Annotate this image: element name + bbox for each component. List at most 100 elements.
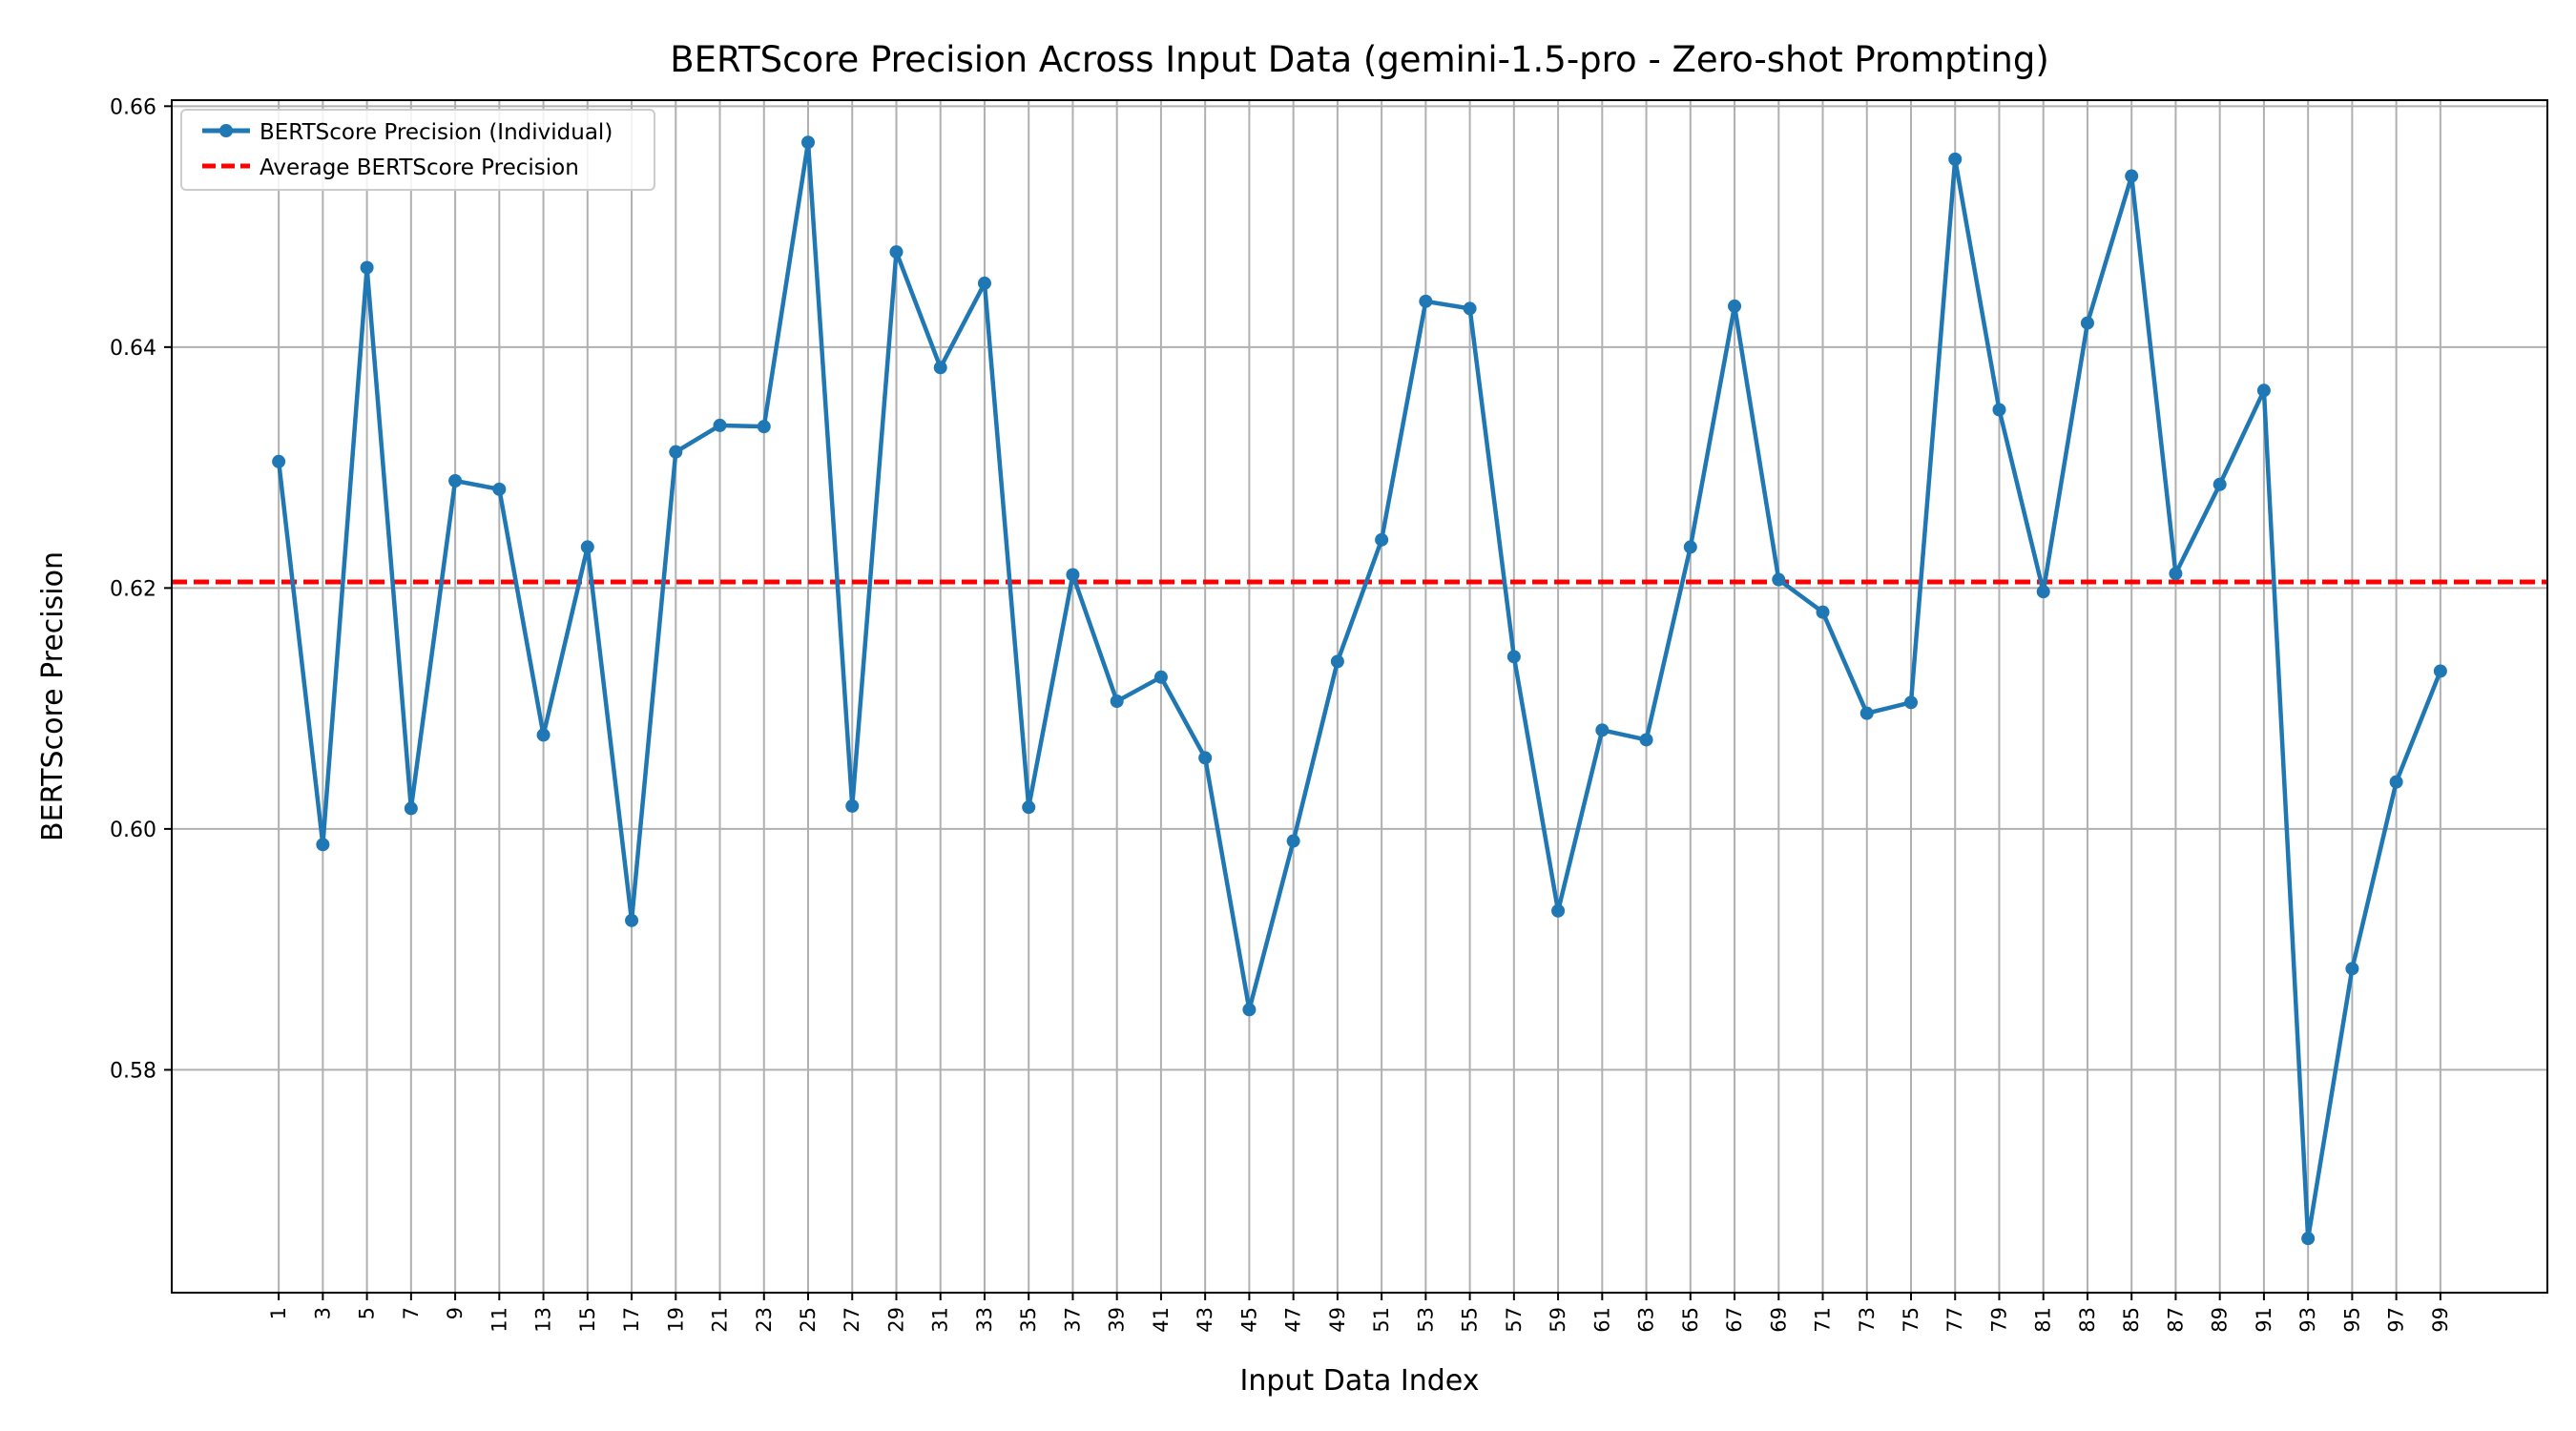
- x-tick-label: 65: [1679, 1307, 1702, 1333]
- x-tick-label: 61: [1590, 1307, 1613, 1333]
- x-tick-label: 75: [1900, 1307, 1922, 1333]
- data-point: [1772, 572, 1786, 587]
- data-point: [977, 276, 991, 290]
- x-tick-label: 47: [1282, 1307, 1305, 1333]
- data-point: [1110, 695, 1124, 709]
- data-point: [1242, 1003, 1257, 1017]
- data-point: [316, 838, 330, 852]
- x-tick-label: 27: [841, 1307, 863, 1333]
- data-point: [1330, 654, 1344, 669]
- x-tick-label: 39: [1106, 1307, 1129, 1333]
- legend: BERTScore Precision (Individual) Average…: [180, 109, 655, 191]
- data-point: [2433, 664, 2447, 678]
- data-point: [625, 913, 639, 927]
- data-point: [1948, 152, 1963, 166]
- x-tick-label: 79: [1987, 1307, 2010, 1333]
- data-point: [2125, 169, 2139, 183]
- chart-title: BERTScore Precision Across Input Data (g…: [670, 39, 2049, 80]
- y-axis-label: BERTScore Precision: [36, 551, 70, 841]
- series-layer: [272, 135, 2447, 1246]
- y-tick-label: 0.60: [110, 819, 156, 842]
- x-tick-label: 11: [488, 1307, 510, 1333]
- axis-ticks: 1 3 5 7 9 11 13 15 17 19 21 23 25 27 29 31 33 35 37 39 41 43 4…: [110, 95, 2452, 1332]
- x-tick-label: 89: [2209, 1307, 2232, 1333]
- data-point: [845, 798, 860, 813]
- data-point: [2036, 585, 2050, 599]
- x-tick-label: 81: [2032, 1307, 2055, 1333]
- data-point: [933, 361, 947, 375]
- x-tick-label: 77: [1943, 1307, 1966, 1333]
- data-point: [1859, 706, 1874, 720]
- data-point: [801, 135, 816, 150]
- x-tick-label: 91: [2253, 1307, 2275, 1333]
- data-point: [2212, 477, 2227, 491]
- x-tick-label: 35: [1017, 1307, 1040, 1333]
- x-tick-label: 59: [1547, 1307, 1569, 1333]
- x-tick-label: 93: [2296, 1307, 2319, 1333]
- data-point: [1419, 294, 1433, 308]
- data-point: [1286, 834, 1300, 848]
- data-point: [2169, 567, 2183, 581]
- data-point: [2301, 1232, 2316, 1246]
- x-tick-label: 83: [2076, 1307, 2099, 1333]
- data-point: [360, 260, 374, 275]
- x-tick-label: 9: [444, 1307, 467, 1319]
- y-tick-label: 0.58: [110, 1059, 156, 1083]
- x-tick-label: 41: [1150, 1307, 1173, 1333]
- x-tick-label: 45: [1237, 1307, 1260, 1333]
- y-tick-label: 0.62: [110, 577, 156, 601]
- x-tick-label: 57: [1503, 1307, 1526, 1333]
- x-tick-label: 95: [2340, 1307, 2363, 1333]
- x-tick-label: 67: [1723, 1307, 1746, 1333]
- x-tick-label: 17: [620, 1307, 643, 1333]
- data-point: [1066, 568, 1080, 582]
- data-point: [2389, 775, 2403, 789]
- x-tick-label: 71: [1812, 1307, 1835, 1333]
- x-tick-label: 85: [2120, 1307, 2143, 1333]
- data-point: [1903, 695, 1918, 710]
- data-point: [448, 473, 463, 487]
- x-tick-label: 63: [1635, 1307, 1658, 1333]
- x-tick-label: 5: [356, 1307, 379, 1319]
- x-tick-label: 25: [797, 1307, 820, 1333]
- data-point: [1198, 751, 1213, 765]
- x-tick-label: 73: [1856, 1307, 1879, 1333]
- x-tick-label: 97: [2385, 1307, 2408, 1333]
- x-tick-label: 99: [2429, 1307, 2452, 1333]
- x-tick-label: 55: [1459, 1307, 1482, 1333]
- x-tick-label: 53: [1414, 1307, 1437, 1333]
- data-point: [1506, 650, 1521, 664]
- data-point: [2080, 316, 2094, 330]
- y-tick-label: 0.64: [110, 337, 156, 361]
- grid: [172, 100, 2547, 1293]
- data-point: [2256, 384, 2271, 398]
- x-tick-label: 1: [267, 1307, 290, 1319]
- x-tick-label: 29: [884, 1307, 907, 1333]
- x-tick-label: 51: [1370, 1307, 1393, 1333]
- series-line: [276, 139, 2442, 1241]
- legend-series-label: BERTScore Precision (Individual): [260, 120, 613, 145]
- data-point: [1551, 903, 1566, 918]
- legend-series-marker: [219, 124, 233, 137]
- data-point: [2345, 962, 2359, 976]
- data-point: [536, 728, 551, 742]
- data-point: [1816, 605, 1830, 619]
- data-point: [492, 482, 507, 496]
- data-point: [580, 540, 594, 554]
- legend-box: [180, 109, 655, 191]
- data-point: [1022, 800, 1036, 815]
- data-point: [1728, 299, 1742, 313]
- data-point: [713, 418, 727, 432]
- data-point: [1375, 532, 1389, 547]
- data-point: [1992, 403, 2006, 417]
- x-tick-label: 3: [311, 1307, 334, 1319]
- data-point: [1595, 723, 1610, 737]
- data-point: [889, 245, 904, 259]
- x-tick-label: 19: [664, 1307, 687, 1333]
- plot-frame: [171, 99, 2548, 1294]
- data-point: [404, 801, 418, 816]
- data-point: [669, 445, 683, 459]
- data-point: [1683, 540, 1697, 554]
- data-point: [272, 454, 286, 468]
- x-tick-label: 87: [2164, 1307, 2187, 1333]
